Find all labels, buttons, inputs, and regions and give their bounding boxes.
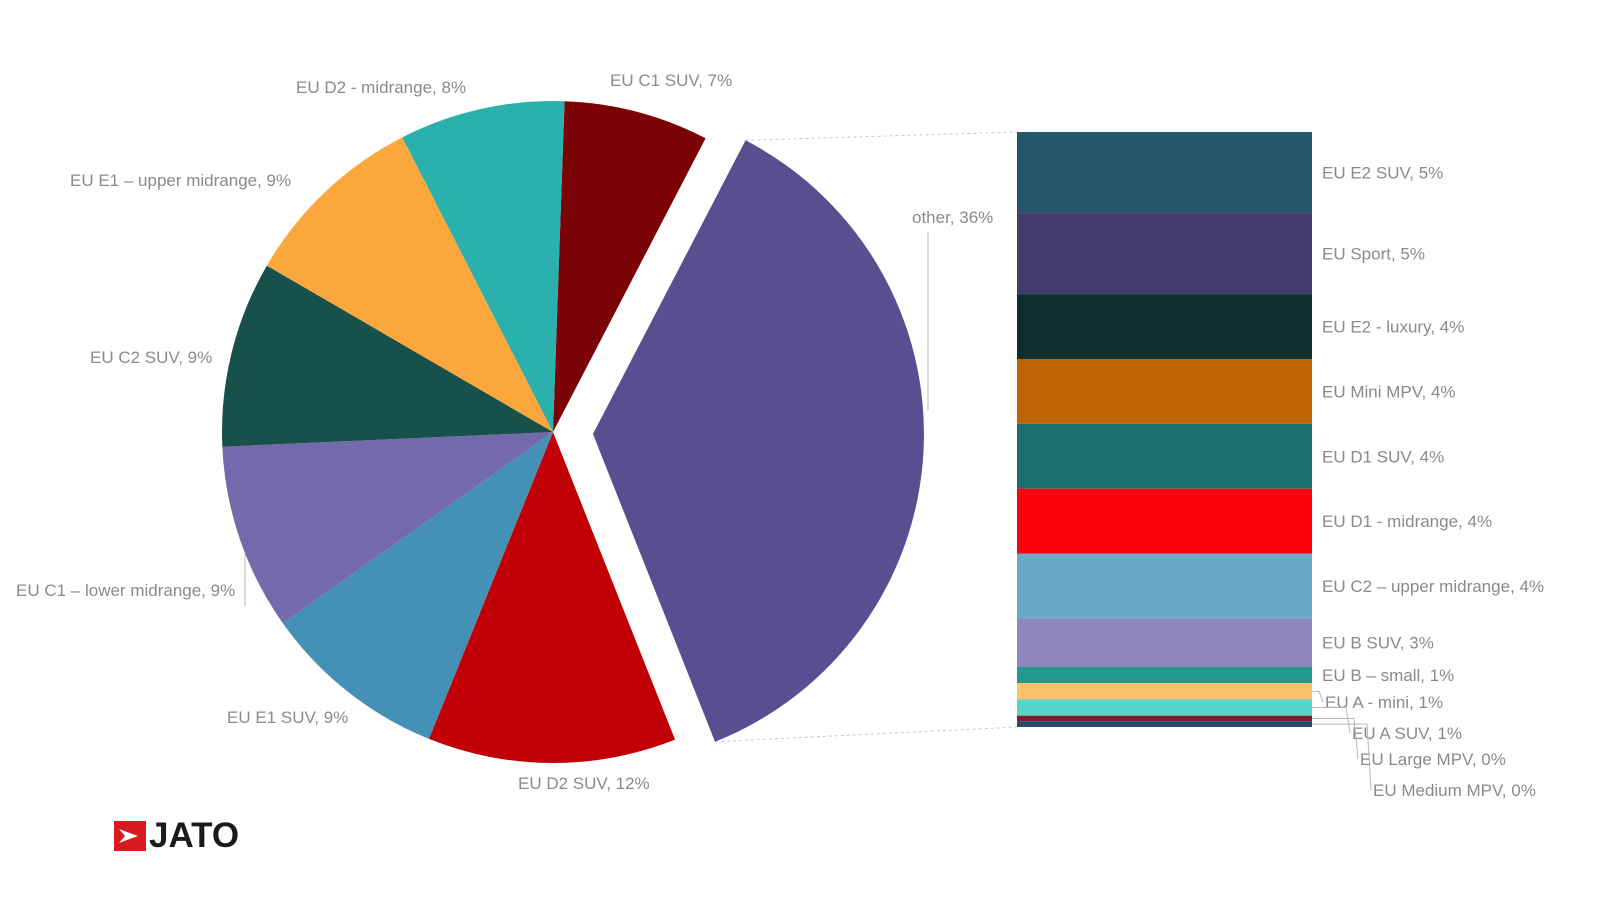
- pie-label-eu-c1-lower-midrange-9: EU C1 – lower midrange, 9%: [16, 581, 235, 600]
- bar-label-eu-mini-mpv-4: EU Mini MPV, 4%: [1322, 382, 1456, 401]
- bar-label-eu-d1-suv-4: EU D1 SUV, 4%: [1322, 447, 1444, 466]
- pie-label-eu-c2-suv-9: EU C2 SUV, 9%: [90, 348, 212, 367]
- bar-segment-eu-d1-midrange-4: [1017, 488, 1312, 554]
- bar-label-eu-a-suv-1: EU A SUV, 1%: [1352, 724, 1462, 743]
- bar-segment-eu-b-suv-3: [1017, 618, 1312, 668]
- connector-lines: [714, 131, 1018, 743]
- breakdown-bar: [1017, 132, 1312, 727]
- bar-label-eu-sport-5: EU Sport, 5%: [1322, 245, 1425, 264]
- pie-label-eu-e1-upper-midrange-9: EU E1 – upper midrange, 9%: [70, 171, 291, 190]
- pie-label-eu-d2-suv-12: EU D2 SUV, 12%: [518, 774, 650, 793]
- pie-slice-eu-c1-lower-midrange-9: [222, 432, 553, 624]
- pie-label-eu-c1-suv-7: EU C1 SUV, 7%: [610, 71, 732, 90]
- pie-label-eu-d2-midrange-8: EU D2 - midrange, 8%: [296, 78, 466, 97]
- pie-label-eu-e1-suv-9: EU E1 SUV, 9%: [227, 708, 348, 727]
- connector-top: [745, 131, 1018, 141]
- bar-leader-eu-large-mpv-0: [1312, 717, 1359, 760]
- bar-segment-eu-e2-luxury-4: [1017, 294, 1312, 359]
- bar-segment-eu-e2-suv-5: [1017, 132, 1312, 214]
- bar-label-eu-c2-upper-midrange-4: EU C2 – upper midrange, 4%: [1322, 577, 1544, 596]
- pie-slice-eu-e1-upper-midrange-9: [266, 137, 553, 432]
- bar-segment-eu-medium-mpv-0: [1017, 721, 1312, 727]
- bar-segment-eu-sport-5: [1017, 213, 1312, 295]
- pie-slice-eu-d2-midrange-8: [402, 100, 565, 432]
- pie-slice-eu-c2-suv-9: [222, 265, 553, 447]
- pie-slice-other-36: [592, 140, 924, 742]
- bar-label-eu-b-small-1: EU B – small, 1%: [1322, 666, 1454, 685]
- data-labels: EU C1 SUV, 7% other, 36% EU D2 SUV, 12% EU …: [16, 71, 1544, 800]
- bar-segment-eu-mini-mpv-4: [1017, 358, 1312, 424]
- connector-bottom: [714, 726, 1018, 743]
- logo-arrow-icon: [114, 820, 146, 851]
- bar-label-eu-medium-mpv-0: EU Medium MPV, 0%: [1373, 781, 1536, 800]
- bar-label-eu-a-mini-1: EU A - mini, 1%: [1325, 693, 1443, 712]
- pie-slice-eu-d2-suv-12: [429, 432, 676, 763]
- bar-leader-eu-medium-mpv-0: [1312, 723, 1372, 791]
- bar-segment-eu-b-small-1: [1017, 667, 1312, 684]
- pie: [222, 100, 924, 763]
- logo-text: JATO: [149, 816, 240, 855]
- bar-label-eu-large-mpv-0: EU Large MPV, 0%: [1360, 750, 1506, 769]
- bar-segment-eu-a-mini-1: [1017, 683, 1312, 700]
- jato-logo: JATO: [114, 818, 239, 853]
- bar-leader-eu-a-mini-1: [1312, 690, 1324, 703]
- bar-segment-eu-large-mpv-0: [1017, 715, 1312, 722]
- pie-slice-eu-c1-suv-7: [553, 101, 706, 433]
- bar-label-eu-b-suv-3: EU B SUV, 3%: [1322, 634, 1434, 653]
- pie-label-other-36: other, 36%: [912, 208, 993, 227]
- bar-label-eu-e2-suv-5: EU E2 SUV, 5%: [1322, 164, 1443, 183]
- pie-slice-eu-e1-suv-9: [282, 432, 553, 739]
- bar-segment-eu-c2-upper-midrange-4: [1017, 553, 1312, 619]
- bar-label-eu-e2-luxury-4: EU E2 - luxury, 4%: [1322, 318, 1464, 337]
- bar-segment-eu-a-suv-1: [1017, 699, 1312, 716]
- bar-label-eu-d1-midrange-4: EU D1 - midrange, 4%: [1322, 512, 1492, 531]
- bar-segment-eu-d1-suv-4: [1017, 423, 1312, 489]
